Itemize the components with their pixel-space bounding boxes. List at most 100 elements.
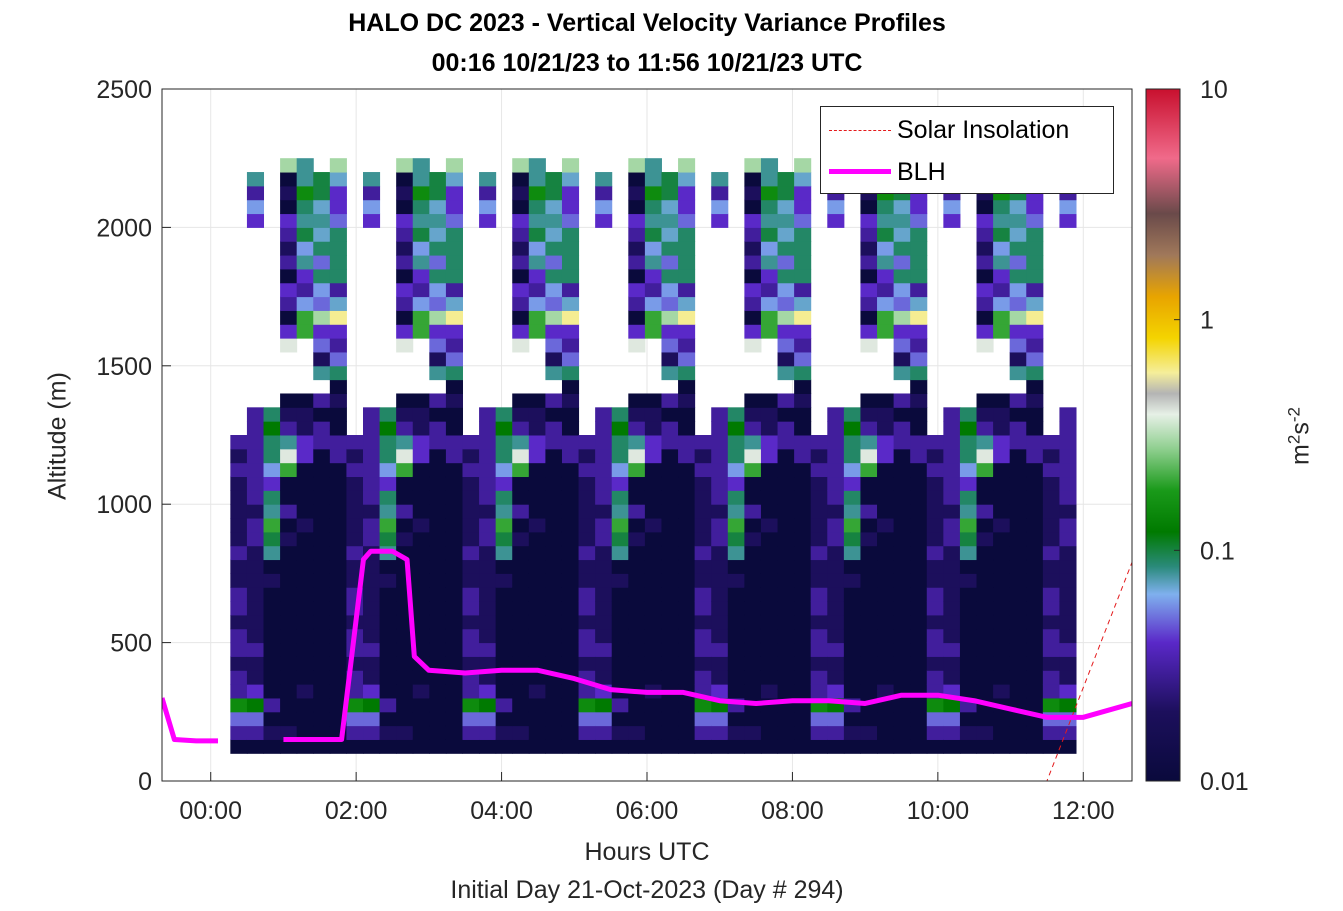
heatmap-cell [727,739,745,754]
heatmap-cell [993,504,1011,519]
heatmap-cell [860,573,878,588]
heatmap-cell [843,628,861,644]
heatmap-cell [578,435,596,450]
heatmap-cell [1026,490,1044,505]
heatmap-cell [860,255,878,270]
heatmap-cell [827,573,845,588]
heatmap-cell [1059,739,1077,754]
heatmap-cell [528,393,546,408]
heatmap-cell [744,490,762,505]
heatmap-cell [412,213,430,228]
heatmap-cell [661,462,679,478]
heatmap-cell [1009,421,1027,436]
heatmap-cell [1009,282,1027,298]
heatmap-cell [246,476,265,491]
y-tick-label: 2500 [96,76,152,104]
heatmap-cell [429,351,447,367]
heatmap-cell [329,393,347,408]
heatmap-cell [313,448,331,464]
heatmap-cell [959,642,978,657]
heatmap-cell [595,462,613,478]
heatmap-cell [760,601,779,616]
heatmap-cell [694,435,712,450]
heatmap-cell [794,587,812,602]
heatmap-cell [1042,642,1060,657]
heatmap-cell [246,601,265,616]
heatmap-cell [843,711,861,727]
heatmap-cell [926,587,944,602]
heatmap-cell [429,739,447,754]
heatmap-cell [760,642,779,657]
heatmap-cell [611,545,629,561]
heatmap-cell [678,642,696,657]
line-layer [162,548,1132,781]
heatmap-cell [578,504,596,519]
heatmap-cell [445,255,463,270]
heatmap-cell [363,601,381,616]
heatmap-cell [528,531,546,547]
heatmap-cell [711,213,729,228]
heatmap-cell [1059,199,1077,215]
heatmap-cell [893,490,911,505]
heatmap-cell [1026,393,1044,408]
heatmap-cell [396,684,414,699]
heatmap-cell [777,573,795,588]
heatmap-cell [595,448,613,464]
heatmap-cell [993,725,1011,740]
heatmap-cell [843,504,861,519]
heatmap-cell [926,490,944,505]
heatmap-cell [661,490,679,505]
heatmap-cell [280,227,298,242]
heatmap-cell [760,518,779,533]
heatmap-cell [429,241,447,256]
heatmap-cell [313,559,331,574]
heatmap-cell [329,338,347,353]
heatmap-cell [512,393,530,408]
heatmap-cell [313,490,331,505]
heatmap-cell [561,518,580,533]
heatmap-cell [346,518,364,533]
heatmap-cell [777,268,795,284]
heatmap-cell [744,310,762,325]
heatmap-cell [545,684,563,699]
heatmap-cell [1059,545,1077,561]
heatmap-cell [1009,407,1027,422]
heatmap-cell [910,476,928,491]
heatmap-cell [893,407,911,422]
heatmap-cell [711,462,729,478]
heatmap-cell [628,697,646,713]
heatmap-cell [246,531,265,547]
heatmap-cell [993,310,1011,325]
heatmap-cell [628,545,646,561]
heatmap-cell [976,614,994,630]
heatmap-cell [445,324,463,339]
heatmap-cell [429,587,447,602]
heatmap-cell [379,628,397,644]
heatmap-cell [661,628,679,644]
heatmap-cell [429,324,447,339]
heatmap-cell [877,213,895,228]
heatmap-cell [727,670,745,685]
legend-label-solar: Solar Insolation [897,116,1070,144]
heatmap-cell [363,199,381,215]
heatmap-cell [910,545,928,561]
heatmap-cell [877,739,895,754]
heatmap-cell [479,421,497,436]
heatmap-cell [246,185,265,201]
heatmap-cell [512,268,530,284]
heatmap-cell [495,518,513,533]
heatmap-cell [860,587,878,602]
heatmap-cell [1042,628,1060,644]
heatmap-cell [644,324,662,339]
heatmap-cell [412,421,430,436]
heatmap-cell [396,725,414,740]
heatmap-cell [611,407,629,422]
heatmap-cell [777,393,795,408]
heatmap-cell [578,531,596,547]
heatmap-cell [678,393,696,408]
heatmap-cell [412,684,430,699]
heatmap-cell [810,725,828,740]
heatmap-cell [810,587,828,602]
heatmap-cell [329,407,347,422]
heatmap-cell [512,462,530,478]
